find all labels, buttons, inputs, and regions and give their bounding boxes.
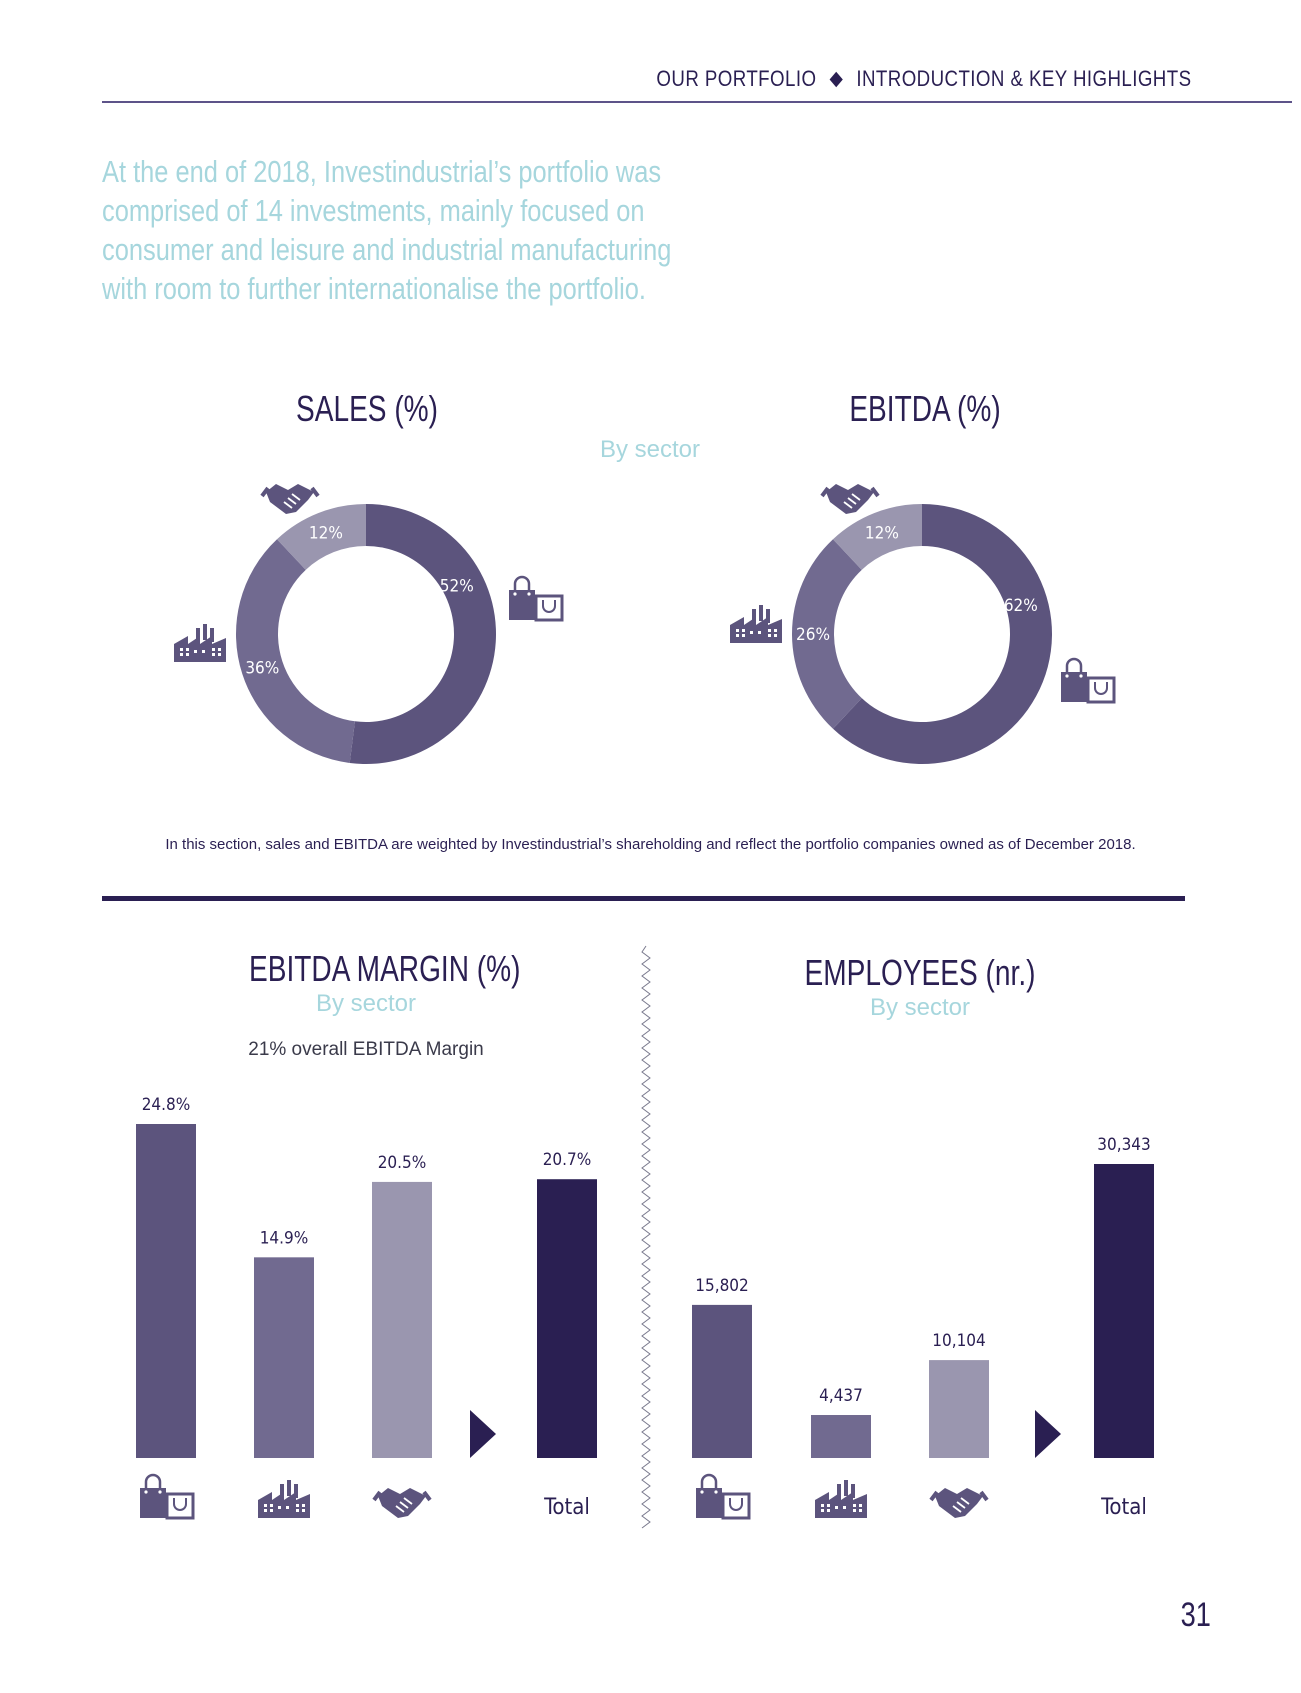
donut-slice: [277, 504, 366, 570]
sales-donut-chart: 52% 36% 12%: [174, 484, 564, 764]
donut-slice-label: 62%: [1004, 596, 1038, 616]
ebitda-margin-note: 21% overall EBITDA Margin: [248, 1039, 484, 1060]
intro-line: comprised of 14 investments, mainly focu…: [102, 193, 645, 228]
shopping-bags-icon: [509, 575, 564, 622]
intro-line: with room to further internationalise th…: [102, 271, 646, 306]
handshake-icon: [372, 1488, 432, 1518]
intro-paragraph: At the end of 2018, Investindustrial’s p…: [102, 152, 671, 308]
factory-icon: [258, 1480, 310, 1518]
bar: [929, 1360, 989, 1458]
bar-category-label: Total: [1100, 1495, 1147, 1520]
donut-slice: [349, 504, 497, 764]
handshake-icon: [820, 484, 880, 514]
ebitda-margin-bar-chart: 24.8% 14.9% 20.5% 20.7% Total: [136, 1095, 597, 1520]
shopping-bags-icon: [1061, 657, 1116, 704]
bar-value-label: 15,802: [695, 1276, 749, 1296]
bar: [811, 1415, 871, 1458]
bar-category-label: Total: [543, 1495, 590, 1520]
footnote: In this section, sales and EBITDA are we…: [165, 836, 1136, 853]
section-divider: [102, 896, 1185, 901]
donut-slice-label: 26%: [796, 625, 830, 645]
employees-subtitle: By sector: [869, 994, 971, 1021]
total-arrow-icon: [1035, 1410, 1061, 1458]
donuts-subtitle: By sector: [599, 436, 701, 463]
bar-value-label: 20.5%: [378, 1153, 427, 1173]
donut-slice: [833, 504, 922, 570]
factory-icon: [815, 1480, 867, 1518]
bar-value-label: 20.7%: [543, 1150, 592, 1170]
header-subsection: INTRODUCTION & KEY HIGHLIGHTS: [855, 66, 1191, 91]
bar-value-label: 24.8%: [142, 1095, 191, 1115]
bar: [692, 1304, 752, 1458]
donut-slice: [833, 504, 1052, 765]
shopping-bags-icon: [696, 1473, 751, 1520]
bar: [1094, 1164, 1154, 1458]
total-arrow-icon: [470, 1410, 496, 1458]
page-number: 31: [1180, 1596, 1211, 1634]
ebitda-donut-chart: 62% 26% 12%: [730, 484, 1116, 765]
header-divider: [102, 101, 1292, 103]
bar-value-label: 10,104: [932, 1331, 986, 1351]
donut-charts: 52% 36% 12% 62% 26% 12%: [174, 484, 1116, 765]
shopping-bags-icon: [140, 1473, 195, 1520]
handshake-icon: [260, 484, 320, 514]
bar: [136, 1124, 196, 1458]
bar-value-label: 4,437: [819, 1386, 863, 1406]
donut-slice-label: 36%: [245, 659, 279, 679]
bar: [537, 1179, 597, 1458]
bar-value-label: 14.9%: [260, 1228, 309, 1248]
bar: [254, 1257, 314, 1458]
ebitda-margin-subtitle: By sector: [315, 990, 417, 1017]
donut-slice-label: 12%: [865, 524, 899, 544]
donut-slice: [792, 539, 862, 729]
employees-bar-chart: 15,802 4,437 10,104 30,343 Total: [692, 1135, 1154, 1520]
donut-slice: [235, 539, 355, 763]
factory-icon: [174, 624, 226, 662]
bar: [372, 1181, 432, 1458]
handshake-icon: [929, 1488, 989, 1518]
sales-chart-title: SALES (%): [295, 388, 439, 429]
donut-slice-label: 12%: [309, 524, 343, 544]
bar-value-label: 30,343: [1097, 1135, 1151, 1155]
employees-chart-title: EMPLOYEES (nr.): [804, 952, 1036, 993]
header-section: OUR PORTFOLIO: [655, 66, 816, 91]
factory-icon: [730, 605, 782, 643]
zigzag-divider: [641, 945, 651, 1529]
page-header: OUR PORTFOLIO INTRODUCTION & KEY HIGHLIG…: [656, 64, 1191, 94]
ebitda-margin-chart-title: EBITDA MARGIN (%): [249, 948, 521, 989]
ebitda-chart-title: EBITDA (%): [849, 388, 1001, 429]
donut-slice-label: 52%: [440, 576, 474, 596]
